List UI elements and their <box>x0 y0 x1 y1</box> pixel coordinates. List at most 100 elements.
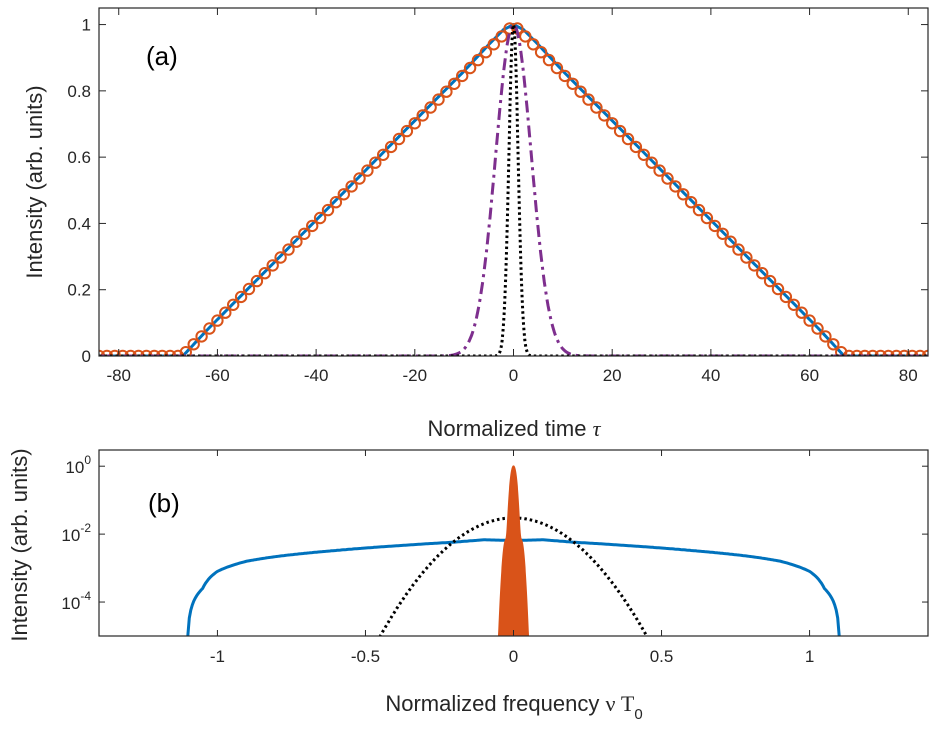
orange-marker <box>827 338 840 351</box>
orange-marker <box>661 172 674 185</box>
orange-marker <box>684 196 698 209</box>
orange-marker <box>203 322 216 335</box>
orange-marker <box>527 38 540 51</box>
y-axis-label-a: Intensity (arb. units) <box>22 85 47 278</box>
orange-marker <box>361 164 374 177</box>
orange-marker <box>290 235 303 248</box>
orange-marker <box>669 180 682 193</box>
orange-marker <box>337 188 350 201</box>
orange-marker <box>195 330 208 343</box>
x-tick-label-b: 1 <box>805 647 814 666</box>
orange-marker <box>763 274 777 288</box>
orange-marker <box>811 322 824 335</box>
orange-marker <box>566 77 579 91</box>
orange-marker <box>456 69 469 83</box>
y-tick-label-b: 10-4 <box>61 589 91 613</box>
x-tick-label-b: -1 <box>210 647 225 666</box>
orange-marker <box>771 282 785 296</box>
orange-marker <box>574 85 587 98</box>
orange-marker <box>542 53 556 67</box>
orange-marker <box>440 85 453 98</box>
orange-marker <box>708 219 721 233</box>
y-tick-label-a: 0.4 <box>67 214 91 233</box>
orange-marker <box>448 77 461 91</box>
x-axis-label-a: Normalized time τ <box>428 416 602 441</box>
orange-marker <box>645 156 658 169</box>
orange-marker <box>227 298 240 311</box>
orange-marker <box>306 219 319 233</box>
orange-marker <box>400 124 414 138</box>
orange-marker <box>242 282 256 296</box>
series-black-b <box>378 516 649 636</box>
orange-marker <box>369 156 382 169</box>
orange-marker <box>677 188 690 201</box>
orange-marker <box>463 61 477 75</box>
orange-marker <box>219 306 232 319</box>
orange-marker <box>313 211 327 225</box>
orange-marker <box>282 243 295 256</box>
y-tick-label-a: 0 <box>82 347 91 366</box>
orange-marker <box>795 306 808 319</box>
orange-marker <box>479 46 493 59</box>
orange-marker <box>377 148 390 162</box>
orange-marker <box>187 338 200 351</box>
orange-marker <box>487 38 500 51</box>
orange-marker <box>606 117 619 130</box>
orange-marker <box>692 203 706 217</box>
y-tick-label-a: 1 <box>82 16 91 35</box>
orange-marker <box>432 93 445 106</box>
orange-marker <box>700 211 714 225</box>
x-tick-label-b: 0 <box>509 647 518 666</box>
orange-marker <box>384 140 398 154</box>
orange-marker <box>424 101 437 114</box>
orange-marker <box>550 61 564 75</box>
y-tick-label-a: 0.8 <box>67 82 91 101</box>
x-tick-label-b: -0.5 <box>351 647 380 666</box>
x-axis-label-b: Normalized frequency ν T0 <box>385 691 642 723</box>
orange-marker <box>653 164 666 177</box>
y-axis-label-b: Intensity (arb. units) <box>7 448 32 641</box>
orange-marker <box>582 93 595 106</box>
orange-marker <box>408 117 421 130</box>
orange-marker <box>732 243 745 256</box>
panel-b: -1 -0.5 0 0.5 1 100 10-2 10-4 (b) Intensity (ar… <box>7 448 929 723</box>
orange-marker <box>353 172 366 185</box>
y-tick-label-b: 100 <box>65 453 91 477</box>
orange-marker <box>416 109 429 122</box>
orange-marker <box>819 330 832 343</box>
orange-marker <box>471 53 485 67</box>
y-tick-label-a: 0.6 <box>67 148 91 167</box>
orange-marker <box>803 314 816 327</box>
orange-marker <box>756 267 769 280</box>
orange-marker <box>234 290 248 304</box>
orange-marker <box>266 259 279 272</box>
orange-marker <box>558 69 571 83</box>
orange-marker <box>495 30 508 43</box>
x-tick-label-a: -80 <box>106 366 131 385</box>
orange-marker <box>716 227 729 241</box>
orange-marker <box>748 259 761 272</box>
x-tick-label-a: 40 <box>701 366 720 385</box>
y-tick-label-b: 10-2 <box>61 521 91 545</box>
orange-marker <box>724 235 737 248</box>
orange-marker <box>637 148 650 162</box>
x-tick-label-a: 0 <box>509 366 518 385</box>
orange-marker <box>787 298 800 311</box>
panel-label-b: (b) <box>148 488 180 518</box>
orange-marker <box>258 267 271 280</box>
orange-marker <box>519 30 532 43</box>
orange-marker <box>621 132 635 146</box>
orange-marker <box>392 132 406 146</box>
orange-marker <box>329 196 343 209</box>
x-tick-label-a: -20 <box>403 366 428 385</box>
orange-marker <box>534 46 548 59</box>
orange-marker <box>211 314 224 327</box>
x-tick-label-b: 0.5 <box>650 647 674 666</box>
orange-marker <box>179 346 192 356</box>
x-tick-label-a: 20 <box>603 366 622 385</box>
panel-label-a: (a) <box>146 41 178 71</box>
x-tick-label-a: 80 <box>899 366 918 385</box>
orange-marker <box>740 251 753 264</box>
orange-marker <box>321 203 335 217</box>
